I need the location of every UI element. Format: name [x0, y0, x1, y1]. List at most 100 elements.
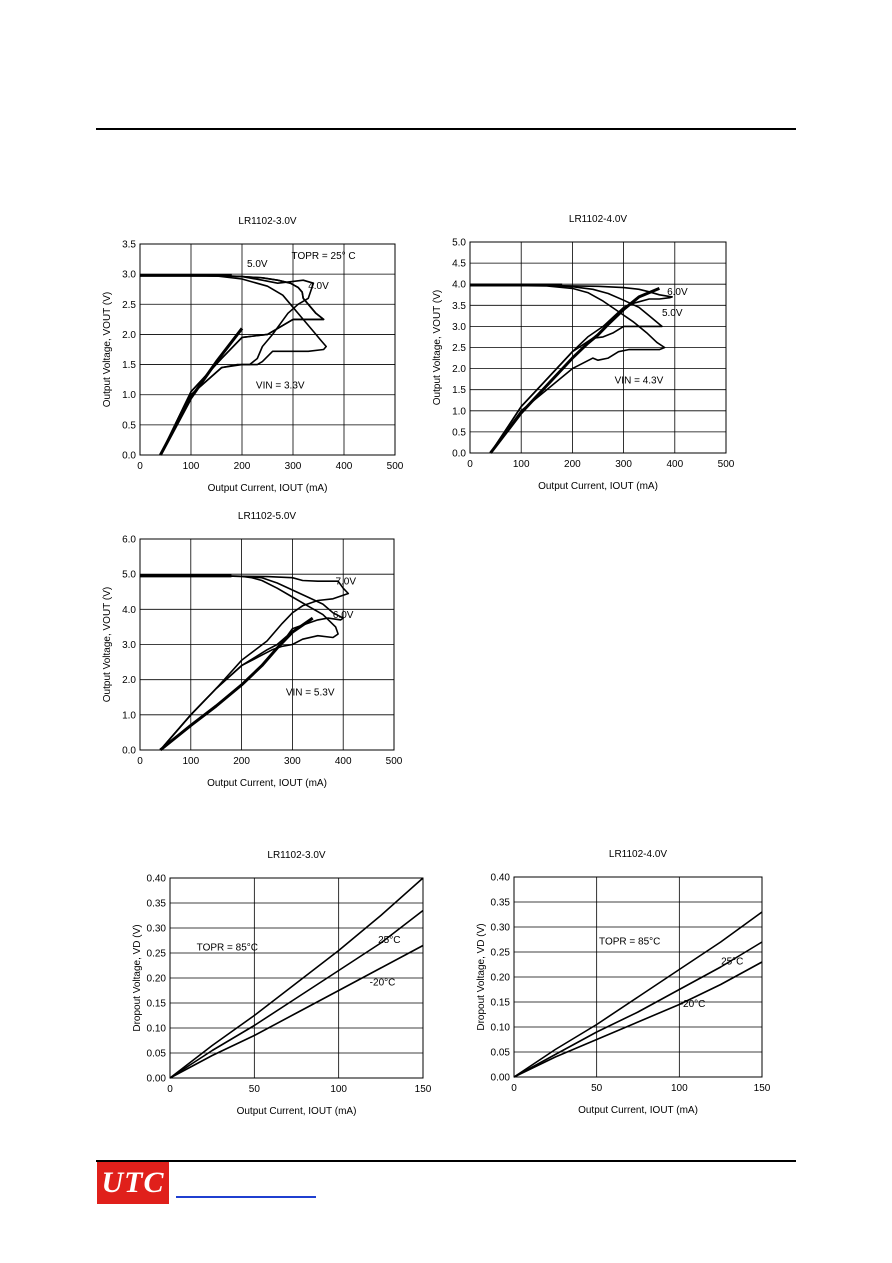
y-tick-label: 0.05 — [147, 1049, 167, 1060]
series-line — [140, 274, 325, 456]
series-line — [513, 911, 763, 1078]
chart-vout-3v-svg: LR1102-3.0V 0 100 200 300 400 500 0.0 0.5 1.0 1.5 2… — [102, 216, 404, 494]
annotation-label: TOPR = 85°C — [197, 943, 258, 954]
series-line — [469, 284, 666, 454]
x-tick-label: 400 — [335, 756, 352, 767]
series-line — [159, 616, 314, 752]
x-tick-label: 500 — [718, 459, 735, 470]
plot-frame — [139, 243, 396, 456]
series-line — [489, 287, 660, 454]
footer-link-underline[interactable] — [176, 1196, 316, 1198]
plot-frame — [139, 538, 395, 751]
plot-frame — [469, 241, 727, 454]
y-tick-label: 3.5 — [452, 301, 466, 312]
x-tick-label: 500 — [387, 461, 404, 472]
series-line — [513, 961, 763, 1078]
series-line — [169, 909, 424, 1079]
y-tick-label: 0.00 — [147, 1074, 167, 1085]
y-tick-label: 0.35 — [147, 899, 167, 910]
y-tick-label: 0.00 — [491, 1073, 511, 1084]
y-axis-label: Output Voltage, VOUT (V) — [102, 587, 113, 702]
series-line — [159, 327, 244, 456]
annotation-label: -20°C — [370, 978, 396, 989]
x-tick-label: 100 — [183, 461, 200, 472]
x-axis-label: Output Current, IOUT (mA) — [207, 778, 327, 789]
y-axis-label: Output Voltage, VOUT (V) — [102, 292, 113, 407]
annotation-label: TOPR = 85°C — [599, 937, 660, 948]
plot-frame — [513, 876, 763, 1078]
y-tick-label: 0.10 — [147, 1024, 167, 1035]
y-tick-label: 3.0 — [122, 640, 136, 651]
y-tick-label: 4.0 — [452, 280, 466, 291]
y-tick-label: 0.5 — [122, 420, 136, 431]
y-tick-label: 0.10 — [491, 1023, 511, 1034]
y-tick-label: 0.05 — [491, 1048, 511, 1059]
series-line — [140, 575, 339, 751]
y-tick-label: 0.30 — [491, 923, 511, 934]
chart-vout-4v-svg: LR1102-4.0V 0 100 200 300 400 500 0.0 0.5 1.0 1.5 2… — [432, 214, 735, 492]
annotation-label: VIN = 5.3V — [286, 687, 335, 698]
x-tick-label: 300 — [284, 756, 301, 767]
y-tick-label: 0.15 — [491, 998, 511, 1009]
chart-title: LR1102-4.0V — [609, 849, 668, 860]
y-tick-label: 0.20 — [147, 974, 167, 985]
y-tick-label: 0.20 — [491, 973, 511, 984]
y-tick-label: 2.0 — [452, 364, 466, 375]
annotation-label: 7.0V — [335, 577, 356, 588]
x-tick-label: 100 — [513, 459, 530, 470]
series-line — [140, 575, 350, 751]
annotation-label: TOPR = 25° C — [292, 251, 356, 262]
y-tick-label: 0.5 — [452, 427, 466, 438]
x-axis-label: Output Current, IOUT (mA) — [208, 483, 328, 494]
chart-vout-5v-svg: LR1102-5.0V 0 100 200 300 400 500 0.0 1.0 2.0 3.0 4… — [102, 511, 403, 789]
y-axis-label: Dropout Voltage, VD (V) — [132, 924, 143, 1031]
x-tick-label: 100 — [330, 1084, 347, 1095]
y-tick-label: 5.0 — [122, 570, 136, 581]
x-tick-label: 400 — [666, 459, 683, 470]
annotation-label: 25°C — [378, 935, 400, 946]
x-tick-label: 300 — [615, 459, 632, 470]
annotation-label: 25°C — [721, 957, 743, 968]
annotation-label: VIN = 3.3V — [256, 381, 305, 392]
series-line — [140, 575, 344, 751]
y-tick-label: 0.40 — [491, 873, 511, 884]
y-tick-label: 0.40 — [147, 874, 167, 885]
y-tick-label: 0.35 — [491, 898, 511, 909]
y-tick-label: 2.0 — [122, 330, 136, 341]
y-tick-label: 6.0 — [122, 535, 136, 546]
y-tick-label: 2.5 — [452, 343, 466, 354]
y-tick-label: 1.0 — [122, 390, 136, 401]
y-tick-label: 1.0 — [122, 710, 136, 721]
y-tick-label: 3.0 — [452, 322, 466, 333]
chart-dropout-3v-svg: LR1102-3.0V 0 50 100 150 0.00 0.05 0.10 0.15 0.20… — [132, 850, 432, 1117]
y-tick-label: 0.30 — [147, 924, 167, 935]
x-tick-label: 150 — [415, 1084, 432, 1095]
chart-dropout-3v: LR1102-3.0V 0 50 100 150 0.00 0.05 0.10 0.15 0.20… — [120, 848, 440, 1128]
chart-title: LR1102-5.0V — [238, 511, 297, 522]
y-tick-label: 0.25 — [491, 948, 511, 959]
annotation-label: VIN = 4.3V — [615, 375, 664, 386]
x-tick-label: 0 — [511, 1083, 517, 1094]
plot-frame — [169, 877, 424, 1079]
chart-title: LR1102-4.0V — [569, 214, 628, 225]
annotation-label: -20°C — [680, 999, 706, 1010]
annotation-label: 5.0V — [662, 308, 683, 319]
x-tick-label: 200 — [234, 461, 251, 472]
y-tick-label: 3.0 — [122, 270, 136, 281]
x-tick-label: 200 — [564, 459, 581, 470]
annotation-label: 6.0V — [667, 287, 688, 298]
utc-logo: UTC — [97, 1162, 169, 1204]
y-tick-label: 4.0 — [122, 605, 136, 616]
series-line — [513, 941, 763, 1078]
y-tick-label: 1.5 — [122, 360, 136, 371]
chart-vout-5v: LR1102-5.0V 0 100 200 300 400 500 0.0 1.0 2.0 3.0 4… — [100, 508, 410, 798]
annotation-label: 6.0V — [333, 610, 354, 621]
y-tick-label: 5.0 — [452, 238, 466, 249]
y-tick-label: 2.0 — [122, 675, 136, 686]
annotation-label: 5.0V — [247, 259, 268, 270]
x-tick-label: 100 — [671, 1083, 688, 1094]
header-rule — [96, 128, 796, 130]
y-tick-label: 1.0 — [452, 406, 466, 417]
x-tick-label: 50 — [249, 1084, 261, 1095]
y-tick-label: 4.5 — [452, 259, 466, 270]
